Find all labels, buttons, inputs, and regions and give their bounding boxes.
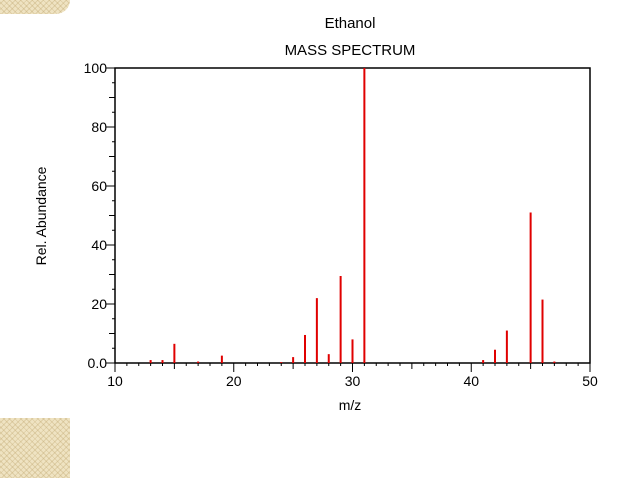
x-tick-label: 20 <box>226 373 242 389</box>
y-tick-label: 100 <box>84 60 108 76</box>
chart-subtitle: MASS SPECTRUM <box>285 42 416 59</box>
y-tick-label: 20 <box>91 296 107 312</box>
x-tick-label: 40 <box>463 373 479 389</box>
plot-frame <box>114 67 591 364</box>
x-axis-label: m/z <box>339 397 362 413</box>
corner-decoration-bottom <box>0 418 70 478</box>
corner-decoration-top <box>0 0 70 14</box>
y-tick-label: 80 <box>91 119 107 135</box>
x-tick-label: 50 <box>582 373 598 389</box>
y-tick-label: 0.0 <box>88 355 108 371</box>
y-tick-label: 40 <box>91 237 107 253</box>
chart-title: Ethanol <box>325 15 376 32</box>
y-tick-label: 60 <box>91 178 107 194</box>
y-axis-label: Rel. Abundance <box>33 166 49 265</box>
plot-area: 10 20 30 40 50 0.0 20 40 60 80 100 <box>84 60 598 389</box>
x-tick-label: 30 <box>345 373 361 389</box>
x-tick-label: 10 <box>107 373 123 389</box>
